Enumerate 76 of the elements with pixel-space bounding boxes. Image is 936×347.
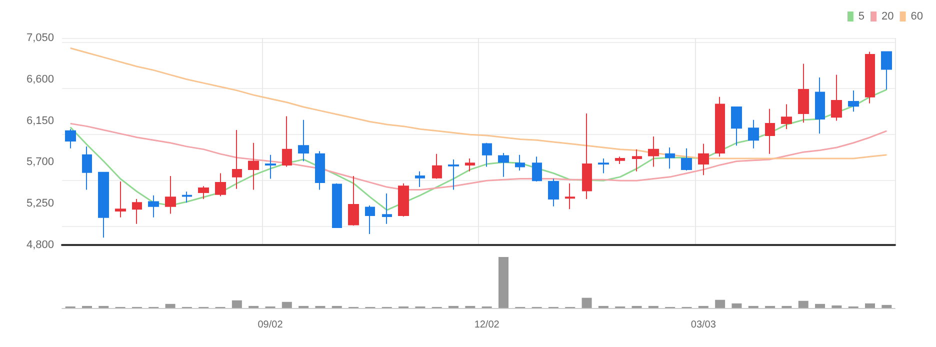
legend-label: 60 xyxy=(910,10,924,22)
candlestick xyxy=(515,154,525,171)
y-tick-label: 6,150 xyxy=(26,114,54,127)
bar xyxy=(582,298,592,308)
candlestick xyxy=(448,158,459,190)
y-tick-label: 5,250 xyxy=(26,198,54,210)
candlestick xyxy=(781,104,792,130)
legend-label: 20 xyxy=(882,10,894,22)
candlestick xyxy=(315,150,325,190)
candlestick xyxy=(532,156,542,182)
candlestick xyxy=(865,51,875,104)
candlestick xyxy=(332,182,342,228)
candlestick xyxy=(681,148,692,171)
bar xyxy=(165,304,176,308)
candlestick xyxy=(282,116,292,168)
candlestick xyxy=(831,74,842,122)
candlestick xyxy=(498,152,509,178)
candlestick xyxy=(232,130,242,190)
candlestick xyxy=(648,136,659,168)
x-tick-label: 12/02 xyxy=(474,320,500,330)
candlestick xyxy=(265,154,276,180)
y-tick-label: 7,050 xyxy=(26,32,54,44)
candlestick xyxy=(132,198,142,224)
candlestick xyxy=(482,142,492,168)
y-tick-label: 4,800 xyxy=(26,239,54,251)
candlestick xyxy=(165,176,176,214)
candlestick xyxy=(798,63,809,124)
y-tick-label: 5,700 xyxy=(26,156,54,168)
bar xyxy=(732,303,742,308)
candlestick xyxy=(698,143,709,176)
candlestick xyxy=(632,148,642,172)
candlestick xyxy=(432,153,442,180)
candlestick xyxy=(565,182,575,210)
candlestick xyxy=(615,156,625,165)
line-series xyxy=(70,47,888,160)
bar xyxy=(715,300,726,308)
bar xyxy=(815,304,826,308)
candlestick xyxy=(298,119,309,162)
candlestick xyxy=(365,204,375,234)
candlestick xyxy=(198,186,209,200)
candlestick xyxy=(765,108,775,154)
candlestick xyxy=(715,96,725,158)
x-tick-label: 09/02 xyxy=(258,320,284,330)
candlestick xyxy=(548,178,559,207)
candlestick xyxy=(348,176,359,226)
bar xyxy=(498,257,508,308)
candlestick xyxy=(665,146,675,170)
candlestick xyxy=(848,90,859,112)
legend-label: 5 xyxy=(858,10,865,22)
candlestick xyxy=(881,51,892,90)
candlestick xyxy=(148,194,159,218)
candlestick xyxy=(465,158,475,172)
bar xyxy=(865,303,876,308)
bar xyxy=(832,305,842,308)
candlestick xyxy=(82,146,92,190)
bar xyxy=(232,300,242,308)
candlestick xyxy=(98,172,109,238)
candlestick xyxy=(398,182,409,217)
candlestick xyxy=(815,77,825,134)
candlestick xyxy=(731,106,742,146)
y-tick-label: 6,600 xyxy=(26,73,54,86)
candlestick xyxy=(582,112,592,200)
bar xyxy=(798,300,808,308)
line-series xyxy=(70,122,888,191)
candlestick xyxy=(65,128,76,149)
candlestick xyxy=(598,158,609,174)
candlestick xyxy=(182,191,192,204)
candlestick xyxy=(215,172,226,197)
candlestick xyxy=(248,142,259,190)
x-tick-label: 03/03 xyxy=(690,320,716,330)
candlestick xyxy=(115,181,126,218)
candlestick xyxy=(382,192,392,224)
candlestick xyxy=(415,170,425,188)
bar xyxy=(282,302,292,308)
bar xyxy=(882,304,892,308)
candlestick xyxy=(748,119,759,149)
